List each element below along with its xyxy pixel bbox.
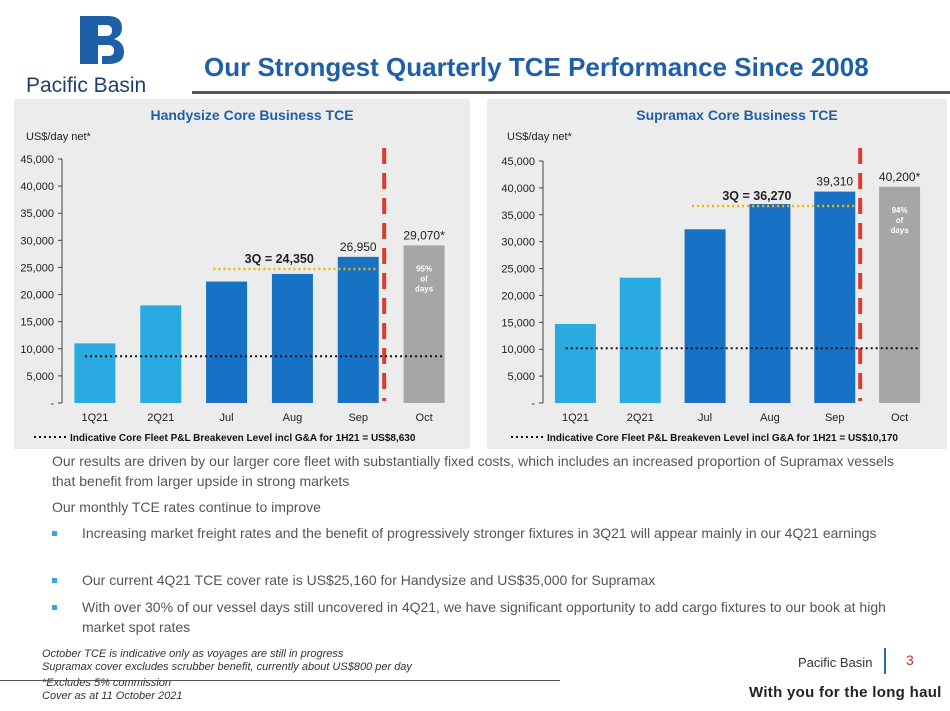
x-tick-label: Jul bbox=[698, 412, 712, 424]
forecast-note: days bbox=[890, 226, 909, 235]
data-label: 26,950 bbox=[340, 240, 377, 254]
bar bbox=[337, 256, 379, 403]
x-tick-label: Jul bbox=[220, 412, 234, 424]
x-tick-label: 2Q21 bbox=[147, 412, 174, 424]
bullet-marker bbox=[52, 531, 57, 536]
forecast-note: of bbox=[420, 274, 428, 283]
y-axis-label: US$/day net* bbox=[507, 131, 573, 143]
bar bbox=[749, 204, 791, 403]
quarter-average-label: 3Q = 36,270 bbox=[722, 189, 791, 203]
y-tick-label: 40,000 bbox=[20, 181, 54, 193]
x-tick-label: 2Q21 bbox=[627, 412, 654, 424]
y-tick-label: 5,000 bbox=[26, 371, 54, 383]
y-tick-label: 30,000 bbox=[20, 235, 54, 247]
data-label: 39,310 bbox=[816, 175, 853, 189]
pacific-basin-logo-icon bbox=[80, 16, 124, 64]
y-tick-label: 5,000 bbox=[507, 371, 535, 383]
brand-name: Pacific Basin bbox=[26, 74, 147, 97]
forecast-note: of bbox=[896, 216, 904, 225]
y-tick-label: 40,000 bbox=[501, 183, 535, 195]
bullet-marker bbox=[52, 605, 57, 610]
forecast-note: days bbox=[415, 284, 434, 293]
x-tick-label: Aug bbox=[760, 412, 780, 424]
footer-brand: Pacific Basin bbox=[798, 655, 873, 670]
footnote-3: *Excludes 5% commission bbox=[42, 677, 171, 689]
footnote-2: Supramax cover excludes scrubber benefit… bbox=[42, 661, 412, 673]
bullet-1: Increasing market freight rates and the … bbox=[82, 525, 877, 541]
forecast-note: 94% bbox=[892, 206, 908, 215]
y-tick-label: 20,000 bbox=[501, 290, 535, 302]
y-tick-label: 35,000 bbox=[501, 210, 535, 222]
y-tick-label: 10,000 bbox=[20, 344, 54, 356]
y-tick-label: - bbox=[50, 398, 54, 410]
x-tick-label: Sep bbox=[348, 412, 368, 424]
bar bbox=[74, 343, 116, 403]
y-tick-label: 25,000 bbox=[501, 264, 535, 276]
data-label: 29,070* bbox=[403, 228, 445, 242]
y-tick-label: 15,000 bbox=[501, 317, 535, 329]
x-tick-label: Oct bbox=[416, 412, 433, 424]
page-title: Our Strongest Quarterly TCE Performance … bbox=[204, 52, 869, 82]
bullet-2: Our current 4Q21 TCE cover rate is US$25… bbox=[82, 572, 656, 588]
x-tick-label: Oct bbox=[891, 412, 908, 424]
bar bbox=[140, 305, 182, 403]
legend-label: Indicative Core Fleet P&L Breakeven Leve… bbox=[70, 433, 416, 444]
chart-title: Supramax Core Business TCE bbox=[636, 107, 838, 123]
bar bbox=[403, 245, 445, 403]
y-tick-label: 15,000 bbox=[20, 317, 54, 329]
x-tick-label: Aug bbox=[283, 412, 303, 424]
bar bbox=[814, 191, 856, 403]
y-tick-label: 30,000 bbox=[501, 237, 535, 249]
y-tick-label: 35,000 bbox=[20, 208, 54, 220]
y-tick-label: 10,000 bbox=[501, 344, 535, 356]
page-number: 3 bbox=[906, 652, 914, 668]
bar bbox=[271, 273, 313, 403]
footer-divider bbox=[0, 680, 560, 681]
bar bbox=[619, 277, 661, 403]
bar bbox=[879, 186, 921, 403]
bar bbox=[554, 323, 596, 403]
intro-paragraph: Our results are driven by our larger cor… bbox=[52, 453, 894, 489]
x-tick-label: 1Q21 bbox=[562, 412, 589, 424]
footer-separator bbox=[884, 648, 886, 674]
quarter-average-label: 3Q = 24,350 bbox=[245, 252, 314, 266]
footnote-4: Cover as at 11 October 2021 bbox=[42, 690, 183, 702]
y-tick-label: 20,000 bbox=[20, 290, 54, 302]
supramax-chart-panel: Supramax Core Business TCE US$/day net* - 5… bbox=[487, 99, 947, 449]
handysize-chart-panel: Handysize Core Business TCE US$/day net* -… bbox=[14, 99, 470, 449]
x-tick-label: 1Q21 bbox=[81, 412, 108, 424]
chart-title: Handysize Core Business TCE bbox=[150, 107, 353, 123]
title-divider bbox=[192, 91, 950, 94]
subhead: Our monthly TCE rates continue to improv… bbox=[52, 499, 321, 515]
supramax-tce-chart: Supramax Core Business TCE US$/day net* - 5… bbox=[501, 107, 921, 444]
bar bbox=[684, 229, 726, 403]
forecast-note: 95% bbox=[416, 264, 432, 273]
legend-label: Indicative Core Fleet P&L Breakeven Leve… bbox=[547, 433, 898, 444]
y-tick-label: 45,000 bbox=[20, 154, 54, 166]
y-tick-label: 25,000 bbox=[20, 262, 54, 274]
x-tick-label: Sep bbox=[825, 412, 845, 424]
footnote-1: October TCE is indicative only as voyage… bbox=[42, 648, 344, 660]
data-label: 40,200* bbox=[879, 170, 921, 184]
handysize-tce-chart: Handysize Core Business TCE US$/day net* -… bbox=[20, 107, 445, 444]
y-tick-label: 45,000 bbox=[501, 156, 535, 168]
y-tick-label: - bbox=[531, 398, 535, 410]
bullet-3: With over 30% of our vessel days still u… bbox=[82, 599, 886, 635]
bullet-marker bbox=[52, 578, 57, 583]
y-axis-label: US$/day net* bbox=[26, 131, 92, 143]
bar bbox=[206, 281, 248, 403]
tagline: With you for the long haul bbox=[749, 684, 942, 701]
